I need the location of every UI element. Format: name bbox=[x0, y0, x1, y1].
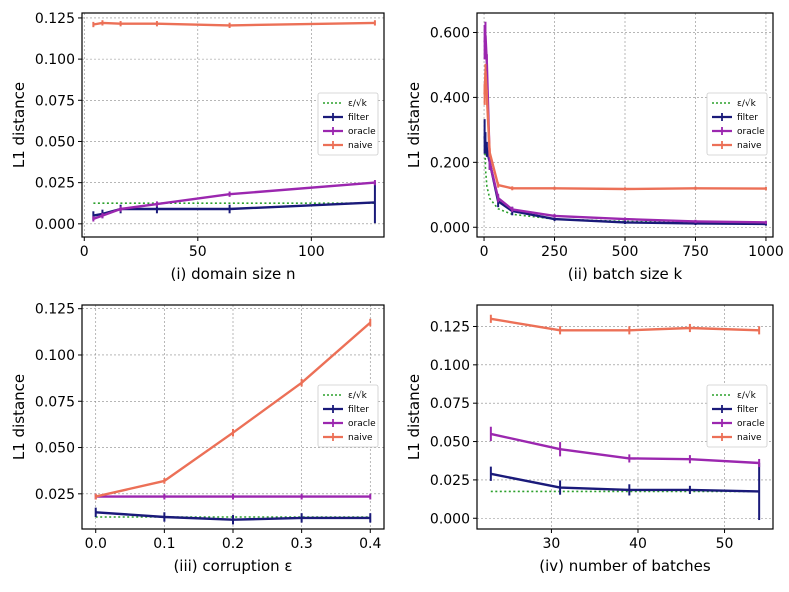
y-tick-label: 0.050 bbox=[35, 134, 75, 150]
axes-frame bbox=[81, 12, 385, 238]
y-tick-label: 0.025 bbox=[430, 473, 470, 489]
x-tick-label: 750 bbox=[682, 244, 709, 260]
y-tick-label: 0.025 bbox=[35, 487, 75, 503]
series-filter bbox=[489, 462, 761, 521]
legend: ε/√k filter oracle naive bbox=[317, 92, 379, 156]
series-oracle bbox=[483, 21, 767, 225]
x-tick-label: 50 bbox=[716, 536, 734, 552]
series-oracle bbox=[94, 493, 372, 500]
y-axis-label: L1 distance bbox=[405, 82, 423, 168]
series-line-oracle bbox=[483, 34, 767, 224]
x-tick-label: 0.4 bbox=[359, 536, 381, 552]
y-tick-label: 0.200 bbox=[430, 155, 470, 171]
x-tick-label: 0.0 bbox=[85, 536, 107, 552]
legend: ε/√k filter oracle naive bbox=[706, 92, 768, 156]
x-tick-label: 0.2 bbox=[222, 536, 244, 552]
y-tick-label: 0.600 bbox=[430, 25, 470, 41]
legend-box bbox=[317, 384, 379, 448]
y-tick-label: 0.000 bbox=[430, 511, 470, 527]
legend-label-naive: naive bbox=[348, 433, 373, 443]
x-tick-label: 0.3 bbox=[291, 536, 313, 552]
y-tick-label: 0.075 bbox=[35, 93, 75, 109]
legend-box bbox=[706, 92, 768, 156]
series-naive bbox=[94, 318, 372, 500]
x-axis-label: (iv) number of batches bbox=[539, 557, 711, 575]
x-tick-label: 250 bbox=[541, 244, 568, 260]
x-tick-label: 30 bbox=[543, 536, 561, 552]
panel-batch-size: 0 250 500 750 1000 0.000 0.200 0.400 0.600 (ii) b… bbox=[405, 12, 784, 283]
legend-label-filter: filter bbox=[737, 405, 758, 415]
legend-label-filter: filter bbox=[737, 113, 758, 123]
x-tick-label: 50 bbox=[189, 244, 207, 260]
legend-box bbox=[317, 92, 379, 156]
x-tick-label: 40 bbox=[629, 536, 647, 552]
panel-domain-size: 0 50 100 0.000 0.025 0.050 0.075 0.100 0.125 (i) … bbox=[10, 11, 385, 283]
y-tick-label: 0.125 bbox=[35, 11, 75, 27]
x-tick-label: 0.1 bbox=[153, 536, 175, 552]
axes-frame bbox=[476, 304, 774, 530]
legend-label-eps: ε/√k bbox=[348, 98, 368, 109]
legend-label-oracle: oracle bbox=[348, 127, 376, 137]
y-tick-label: 0.125 bbox=[430, 319, 470, 335]
series-line-filter bbox=[490, 472, 760, 493]
series-naive bbox=[92, 20, 376, 28]
y-tick-label: 0.050 bbox=[35, 441, 75, 457]
legend-label-naive: naive bbox=[737, 433, 762, 443]
panel-corruption: 0.0 0.1 0.2 0.3 0.4 0.025 0.050 0.075 0.100 0.125… bbox=[10, 302, 385, 575]
legend-label-oracle: oracle bbox=[737, 419, 765, 429]
x-tick-label: 100 bbox=[298, 244, 325, 260]
y-tick-label: 0.100 bbox=[430, 358, 470, 374]
legend: ε/√k filter oracle naive bbox=[706, 384, 768, 448]
series-line-filter bbox=[93, 201, 375, 217]
series-line-naive bbox=[93, 21, 375, 27]
series-line-naive bbox=[490, 317, 760, 332]
y-tick-label: 0.075 bbox=[430, 396, 470, 412]
y-tick-label: 0.025 bbox=[35, 176, 75, 192]
series-oracle bbox=[489, 426, 761, 468]
legend-label-naive: naive bbox=[737, 141, 762, 151]
series-line-oracle bbox=[92, 181, 375, 221]
series-naive bbox=[489, 314, 761, 335]
x-axis-label: (i) domain size n bbox=[171, 265, 296, 283]
legend-label-eps: ε/√k bbox=[348, 390, 368, 401]
y-tick-label: 0.000 bbox=[430, 220, 470, 236]
legend-label-filter: filter bbox=[348, 405, 369, 415]
x-tick-label: 0 bbox=[80, 244, 89, 260]
y-axis-label: L1 distance bbox=[10, 374, 28, 460]
x-tick-label: 0 bbox=[480, 244, 489, 260]
series-naive bbox=[483, 63, 767, 191]
y-tick-label: 0.050 bbox=[430, 435, 470, 451]
y-tick-label: 0.000 bbox=[35, 217, 75, 233]
legend: ε/√k filter oracle naive bbox=[317, 384, 379, 448]
legend-label-naive: naive bbox=[348, 141, 373, 151]
y-axis-label: L1 distance bbox=[10, 82, 28, 168]
legend-label-filter: filter bbox=[348, 113, 369, 123]
legend-label-oracle: oracle bbox=[737, 127, 765, 137]
legend-box bbox=[706, 384, 768, 448]
x-axis-label: (ii) batch size k bbox=[568, 265, 683, 283]
series-oracle bbox=[92, 180, 376, 222]
x-tick-label: 500 bbox=[612, 244, 639, 260]
series-filter bbox=[94, 507, 372, 525]
y-tick-label: 0.075 bbox=[35, 394, 75, 410]
y-tick-label: 0.100 bbox=[35, 52, 75, 68]
y-tick-label: 0.100 bbox=[35, 348, 75, 364]
legend-label-eps: ε/√k bbox=[737, 98, 757, 109]
legend-label-eps: ε/√k bbox=[737, 390, 757, 401]
series-line-naive bbox=[483, 70, 767, 191]
y-axis-label: L1 distance bbox=[405, 374, 423, 460]
panel-number-of-batches: 30 40 50 0.000 0.025 0.050 0.075 0.100 0.125 (iv)… bbox=[405, 304, 774, 575]
y-tick-label: 0.400 bbox=[430, 90, 470, 106]
x-axis-label: (iii) corruption ε bbox=[173, 557, 292, 575]
legend-label-oracle: oracle bbox=[348, 419, 376, 429]
y-tick-label: 0.125 bbox=[35, 302, 75, 318]
x-tick-label: 1000 bbox=[748, 244, 784, 260]
